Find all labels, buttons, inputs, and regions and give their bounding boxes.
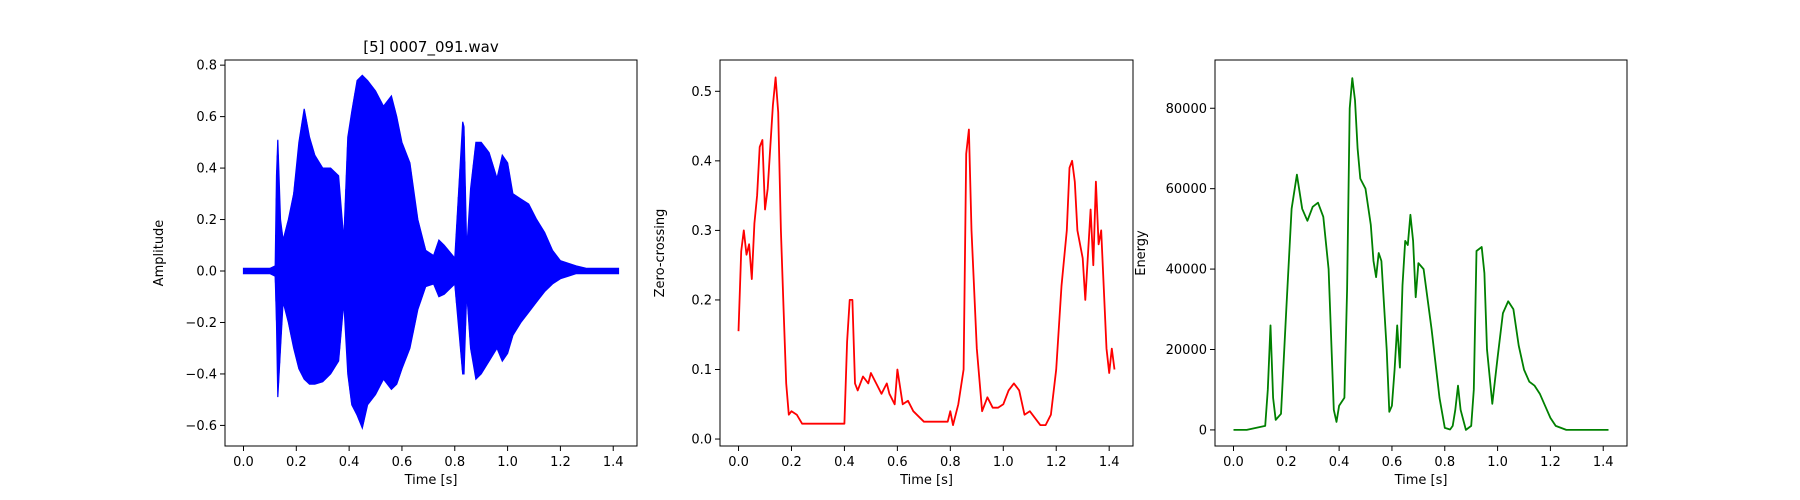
zero-crossing-y-axis-label: Zero-crossing <box>653 209 668 298</box>
amplitude-y-tick-label: −0.2 <box>185 316 217 331</box>
zero-crossing-y-tick-label: 0.4 <box>691 154 712 169</box>
zero-crossing-x-tick-label: 1.2 <box>1046 455 1067 470</box>
amplitude-x-tick-label: 0.4 <box>339 455 360 470</box>
energy-x-tick-label: 0.4 <box>1329 455 1350 470</box>
energy-x-tick-label: 1.4 <box>1593 455 1614 470</box>
amplitude-y-tick-label: 0.6 <box>196 110 217 125</box>
energy-x-tick-label: 0.6 <box>1382 455 1403 470</box>
amplitude-axes-frame <box>224 59 638 447</box>
zero-crossing-y-tick-label: 0.5 <box>691 85 712 100</box>
energy-y-tick-label: 0 <box>1199 423 1207 438</box>
amplitude-x-tick-label: 1.4 <box>603 455 624 470</box>
zero-crossing-x-tick-label: 1.0 <box>993 455 1014 470</box>
energy-x-tick-label: 1.0 <box>1487 455 1508 470</box>
zero-crossing-y-tick-label: 0.1 <box>691 363 712 378</box>
amplitude-panel: 0.0 0.2 0.4 0.6 0.8 1.0 1.2 1.4 −0.6 −0.4 −0.2 0.0 0… <box>152 38 638 488</box>
amplitude-x-tick-label: 0.6 <box>392 455 413 470</box>
amplitude-y-tick-label: 0.4 <box>196 162 217 177</box>
zero-crossing-x-axis-label: Time [s] <box>899 473 953 488</box>
energy-y-tick-label: 40000 <box>1166 263 1207 278</box>
energy-panel: 0.0 0.2 0.4 0.6 0.8 1.0 1.2 1.4 0 20000 40000 60000… <box>1134 59 1628 488</box>
energy-axes-frame <box>1214 59 1628 447</box>
amplitude-waveform-line <box>243 75 619 428</box>
zero-crossing-series-line <box>737 76 1116 426</box>
energy-y-tick-label: 80000 <box>1166 102 1207 117</box>
zero-crossing-x-tick-label: 0.4 <box>834 455 855 470</box>
amplitude-x-tick-label: 0.8 <box>444 455 465 470</box>
amplitude-x-tick-label: 1.2 <box>550 455 571 470</box>
amplitude-y-tick-label: −0.4 <box>185 367 217 382</box>
amplitude-chart-title: [5] 0007_091.wav <box>363 38 499 57</box>
energy-y-axis-label: Energy <box>1134 230 1149 276</box>
amplitude-x-axis-label: Time [s] <box>404 473 458 488</box>
amplitude-y-axis-label: Amplitude <box>152 220 167 287</box>
zero-crossing-y-tick-label: 0.0 <box>691 433 712 448</box>
energy-x-tick-label: 0.0 <box>1223 455 1244 470</box>
energy-x-tick-label: 0.2 <box>1276 455 1297 470</box>
zero-crossing-panel: 0.0 0.2 0.4 0.6 0.8 1.0 1.2 1.4 0.0 0.1 0.2 0.3 0.4 0… <box>653 59 1134 488</box>
energy-x-axis-label: Time [s] <box>1394 473 1448 488</box>
energy-y-tick-label: 20000 <box>1166 343 1207 358</box>
amplitude-x-tick-label: 0.0 <box>233 455 254 470</box>
amplitude-x-tick-label: 1.0 <box>497 455 518 470</box>
zero-crossing-x-tick-label: 0.2 <box>781 455 802 470</box>
zero-crossing-y-tick-label: 0.3 <box>691 224 712 239</box>
energy-y-tick-label: 60000 <box>1166 182 1207 197</box>
zero-crossing-x-tick-label: 1.4 <box>1099 455 1120 470</box>
amplitude-y-tick-label: 0.0 <box>196 265 217 280</box>
energy-x-tick-label: 1.2 <box>1540 455 1561 470</box>
zero-crossing-x-tick-label: 0.6 <box>887 455 908 470</box>
amplitude-x-tick-label: 0.2 <box>286 455 307 470</box>
zero-crossing-x-tick-label: 0.8 <box>940 455 961 470</box>
amplitude-y-tick-label: 0.8 <box>196 59 217 74</box>
amplitude-y-tick-label: −0.6 <box>185 419 217 434</box>
energy-series-line <box>1233 77 1609 431</box>
zero-crossing-x-tick-label: 0.0 <box>728 455 749 470</box>
zero-crossing-y-tick-label: 0.2 <box>691 293 712 308</box>
amplitude-y-tick-label: 0.2 <box>196 213 217 228</box>
zero-crossing-axes-frame <box>719 59 1134 447</box>
energy-x-tick-label: 0.8 <box>1434 455 1455 470</box>
